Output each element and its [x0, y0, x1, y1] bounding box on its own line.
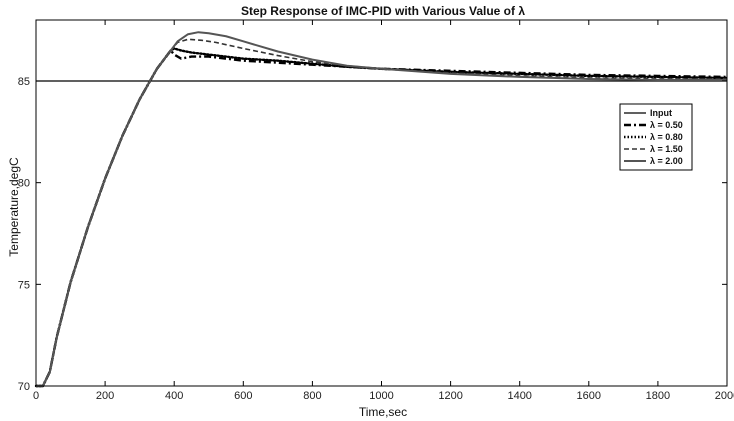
series-line-3 — [36, 38, 727, 387]
x-tick-label: 600 — [234, 390, 252, 402]
x-tick-label: 1400 — [507, 390, 531, 402]
chart-title: Step Response of IMC-PID with Various Va… — [241, 4, 525, 18]
x-tick-label: 400 — [165, 390, 183, 402]
legend: Input λ = 0.50 λ = 0.80 λ = 1.50 λ = 2.00 — [619, 103, 693, 171]
legend-entry-label: λ = 2.00 — [650, 156, 683, 166]
legend-entry-label: λ = 0.50 — [650, 120, 683, 130]
y-tick-label: 75 — [18, 279, 30, 291]
y-tick-label: 85 — [18, 76, 30, 88]
y-tick-label: 80 — [18, 178, 30, 190]
legend-entry-label: Input — [650, 108, 672, 118]
x-tick-label: 1200 — [438, 390, 462, 402]
series-line-1 — [36, 49, 728, 388]
x-tick-label: 0 — [33, 390, 39, 402]
plot-frame — [35, 19, 728, 387]
axis-ticks: 0 200 400 600 800 1000 1200 1400 1600 1800 2000 70 7… — [18, 20, 734, 402]
x-tick-label: 1000 — [369, 390, 393, 402]
x-tick-label: 200 — [96, 390, 114, 402]
series-line-4 — [36, 31, 727, 387]
x-tick-label: 2000 — [715, 390, 734, 402]
x-tick-label: 1600 — [577, 390, 601, 402]
x-axis-label: Time,sec — [359, 405, 407, 419]
plot-area — [34, 31, 729, 388]
legend-entry-label: λ = 1.50 — [650, 144, 683, 154]
y-tick-label: 70 — [18, 381, 30, 393]
y-axis-label: Temperature,degC — [7, 157, 21, 257]
x-tick-label: 1800 — [646, 390, 670, 402]
x-tick-label: 800 — [303, 390, 321, 402]
legend-entry-label: λ = 0.80 — [650, 132, 683, 142]
